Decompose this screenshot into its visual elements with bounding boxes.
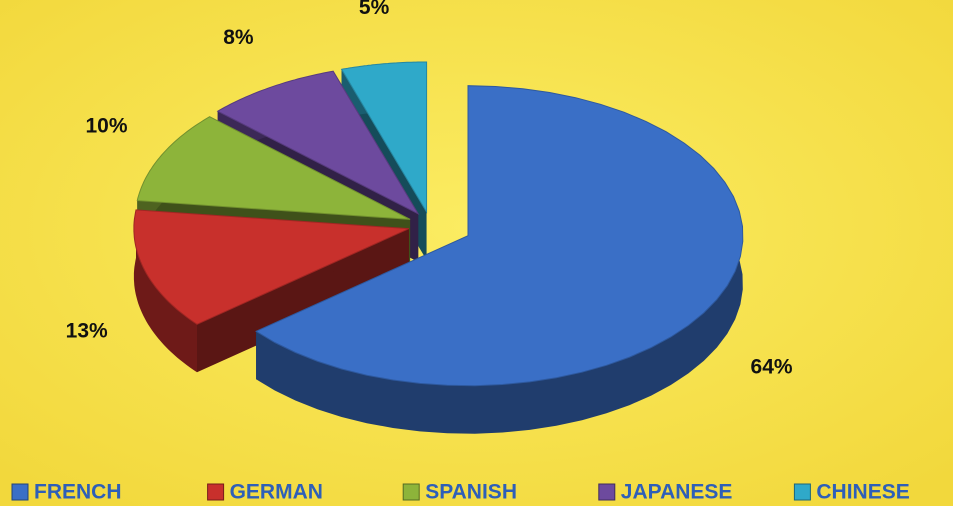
legend-marker	[11, 483, 29, 501]
slice-top	[340, 61, 428, 214]
legend-label: GERMAN	[230, 481, 323, 504]
data-label: 8%	[223, 26, 254, 49]
data-label: 10%	[86, 115, 128, 138]
slice-top	[216, 70, 420, 216]
legend-label: FRENCH	[34, 481, 122, 504]
slice-top	[136, 116, 411, 220]
slice	[255, 85, 744, 434]
slice-wall	[256, 85, 743, 434]
legend-marker	[402, 483, 420, 501]
slice-top	[133, 209, 410, 325]
slice	[133, 209, 410, 373]
data-label: 64%	[751, 356, 793, 379]
data-label: 5%	[359, 0, 390, 19]
legend-label: SPANISH	[425, 481, 517, 504]
legend-marker	[598, 483, 616, 501]
slice-wall	[133, 209, 197, 373]
legend-marker	[207, 483, 225, 501]
legend-label: JAPANESE	[621, 481, 733, 504]
slice-top	[255, 85, 744, 387]
data-label: 13%	[66, 319, 108, 342]
legend-label: CHINESE	[816, 481, 909, 504]
legend-marker	[793, 483, 811, 501]
